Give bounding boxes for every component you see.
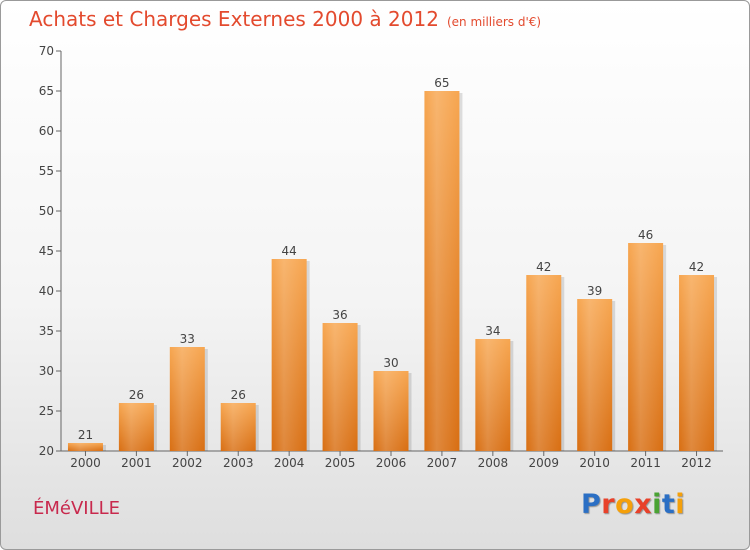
x-tick-label: 2008 [478,456,509,470]
bar-value-label: 26 [231,388,246,402]
bar-value-label: 42 [689,260,704,274]
bar-highlight [118,403,154,451]
logo-letter: i [652,489,662,520]
bar-highlight [169,347,205,451]
bar-highlight [373,371,409,451]
y-tick-label: 35 [39,324,54,338]
bar-highlight [679,275,715,451]
bar-value-label: 36 [332,308,347,322]
bar-highlight [220,403,256,451]
logo-letter: P [581,489,602,520]
bar-value-label: 21 [78,428,93,442]
x-tick-label: 2000 [70,456,101,470]
y-tick-label: 45 [39,244,54,258]
proxiti-logo: Proxiti [581,489,685,520]
x-tick-label: 2011 [630,456,661,470]
y-tick-label: 55 [39,164,54,178]
y-tick-label: 65 [39,84,54,98]
bar-value-label: 33 [180,332,195,346]
logo-letter: x [634,489,653,520]
y-tick-label: 50 [39,204,54,218]
bar-value-label: 26 [129,388,144,402]
bar-value-label: 42 [536,260,551,274]
axes: 20 25 30 35 40 45 50 55 60 65 70 2000 2001 2002 2003 20… [39,44,723,470]
bar-highlight [628,243,664,451]
logo-letter: t [661,489,676,520]
x-tick-label: 2009 [528,456,559,470]
x-tick-label: 2003 [223,456,254,470]
x-tick-label: 2004 [274,456,305,470]
x-tick-label: 2007 [427,456,458,470]
bar-highlight [424,91,460,451]
y-tick-label: 70 [39,44,54,58]
x-tick-label: 2012 [681,456,712,470]
chart-unit: (en milliers d'€) [446,15,542,29]
bar-highlight [577,299,613,451]
bar-value-label: 65 [434,76,449,90]
logo-letter: r [601,489,616,520]
chart-title-text: Achats et Charges Externes 2000 à 2012 [29,7,439,31]
bar-value-label: 46 [638,228,653,242]
bar-value-label: 39 [587,284,602,298]
bar-value-label: 34 [485,324,500,338]
logo-letter: i [675,489,686,520]
y-tick-label: 20 [39,444,54,458]
x-tick-label: 2001 [121,456,152,470]
y-tick-label: 30 [39,364,54,378]
chart-title: Achats et Charges Externes 2000 à 2012 (e… [29,7,541,31]
bar-value-label: 44 [282,244,297,258]
bar-value-label: 30 [383,356,398,370]
bar-highlight [322,323,358,451]
y-tick-label: 60 [39,124,54,138]
logo-letter: o [615,489,635,520]
x-tick-label: 2005 [325,456,356,470]
x-tick-label: 2006 [376,456,407,470]
bar-highlight [526,275,562,451]
bar-highlight [475,339,511,451]
bars: 21 26 33 26 44 36 30 65 34 42 39 46 42 [67,76,718,451]
bar-highlight [67,443,103,451]
commune-name: ÉMéVILLE [33,498,121,519]
y-tick-label: 40 [39,284,54,298]
x-tick-label: 2010 [579,456,610,470]
x-tick-label: 2002 [172,456,203,470]
y-tick-label: 25 [39,404,54,418]
bar-highlight [271,259,307,451]
